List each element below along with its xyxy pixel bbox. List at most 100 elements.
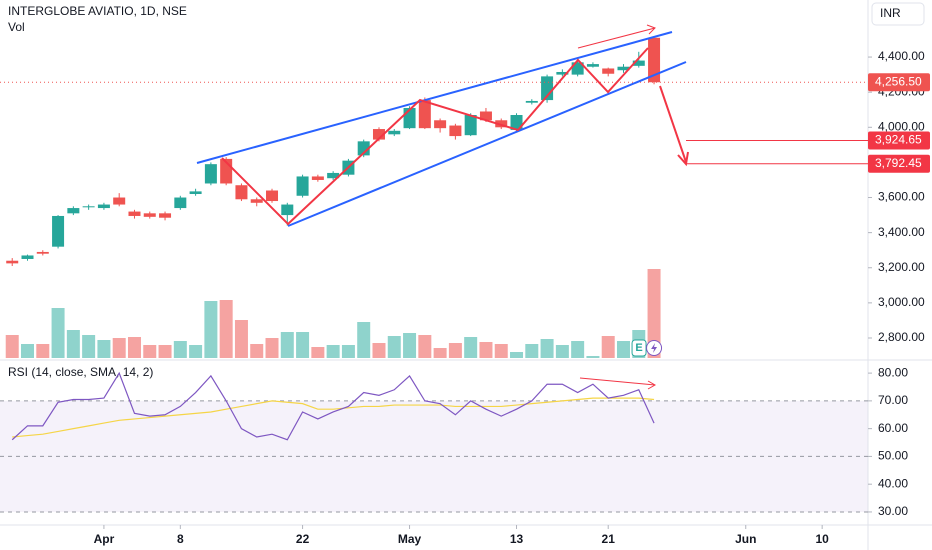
candle-body (434, 120, 447, 129)
volume-bar (51, 308, 65, 358)
volume-bar (601, 336, 615, 358)
volume-bar (21, 344, 35, 358)
zigzag (221, 47, 649, 226)
currency-box[interactable] (871, 2, 925, 26)
candle-body (174, 197, 187, 209)
candle-body (36, 251, 49, 254)
volume-bar (616, 341, 630, 358)
x-tick-label: 13 (510, 532, 524, 546)
candle-body (479, 111, 492, 121)
candle-body (586, 64, 599, 67)
volume-bar (341, 345, 355, 358)
event-icon: E (635, 342, 642, 354)
y-tick-label: 4,000.00 (878, 119, 925, 133)
volume-bar (5, 335, 19, 358)
volume-bar (403, 333, 417, 358)
y-tick-label: 3,600.00 (878, 190, 925, 204)
volume-bar (280, 332, 294, 358)
volume-bar (464, 337, 478, 358)
volume-bar (112, 338, 126, 358)
volume-bar (571, 341, 585, 358)
volume-bar (540, 339, 554, 358)
last-price-tag (868, 73, 930, 92)
arrow-head (647, 380, 657, 390)
candle-body (388, 130, 401, 135)
y-tick-label: 70.00 (878, 393, 908, 407)
volume-bar (418, 335, 432, 358)
divergence-arrow (577, 27, 656, 49)
candle-body (250, 199, 263, 203)
candle-body (159, 213, 172, 218)
x-tick-label: 21 (602, 532, 616, 546)
candle-body (617, 66, 630, 71)
candle-body (281, 204, 294, 216)
candle-body (327, 172, 340, 179)
volume-bar (189, 345, 203, 358)
volume-bar (265, 338, 279, 358)
volume-bar (127, 337, 141, 358)
volume-bar (36, 344, 50, 358)
candle-body (449, 125, 462, 137)
rsi-line (12, 397, 655, 438)
rsi-divergence-arrow (579, 377, 656, 386)
volume-bar (387, 336, 401, 358)
volume-bar (326, 345, 340, 358)
volume-bar (296, 332, 310, 358)
x-tick-label: Jun (735, 532, 756, 546)
candle-body (632, 60, 645, 66)
rsi-line (11, 371, 655, 441)
y-tick-label: 50.00 (878, 449, 908, 463)
y-tick-label: 30.00 (878, 504, 908, 518)
split-icon (651, 343, 658, 353)
candle-body (52, 215, 65, 247)
candle-body (372, 129, 385, 140)
level-label: 3,924.65 (875, 133, 922, 147)
volume-bar (494, 344, 508, 358)
candle-body (495, 120, 508, 128)
volume-bar (204, 301, 218, 358)
candle-body (556, 71, 569, 75)
y-tick-label: 40.00 (878, 476, 908, 490)
candle-body (648, 37, 661, 83)
x-tick-label: 8 (177, 532, 184, 546)
lower-trendline (287, 61, 687, 227)
volume-bar (143, 345, 157, 358)
volume-bar (433, 348, 447, 358)
candle-body (418, 100, 431, 129)
y-tick-label: 3,000.00 (878, 295, 925, 309)
candle-body (311, 176, 324, 180)
candle-body (6, 260, 19, 264)
candle-body (296, 176, 309, 196)
volume-bar (647, 269, 661, 358)
candle-body (143, 213, 156, 217)
candle-body (204, 164, 217, 184)
candle-body (67, 208, 80, 214)
candle-body (525, 100, 538, 103)
currency[interactable]: INR (880, 6, 901, 20)
volume-bar (448, 343, 462, 358)
candle-body (357, 141, 370, 156)
volume-bar (311, 347, 325, 358)
x-tick-label: May (398, 532, 422, 546)
level-tag (868, 154, 930, 173)
level-label: 3,792.45 (875, 156, 922, 170)
candle-body (266, 190, 279, 202)
volume-bar (357, 322, 371, 358)
candle-body (464, 115, 477, 136)
y-tick-label: 80.00 (878, 365, 908, 379)
arrow-head (677, 151, 689, 167)
candle-body (113, 197, 126, 205)
volume-bar (234, 320, 248, 358)
target-arrow (659, 85, 687, 163)
volume-bar (586, 356, 600, 358)
upper-trendline (196, 31, 673, 164)
volume-bar (219, 300, 233, 358)
candle-body (82, 206, 95, 208)
candle-body (235, 185, 248, 200)
rsi-title: RSI (14, close, SMA, 14, 2) (8, 365, 153, 379)
candle-body (602, 68, 615, 74)
y-tick-label: 3,400.00 (878, 225, 925, 239)
chart-title: INTERGLOBE AVIATIO, 1D, NSE (8, 4, 187, 18)
